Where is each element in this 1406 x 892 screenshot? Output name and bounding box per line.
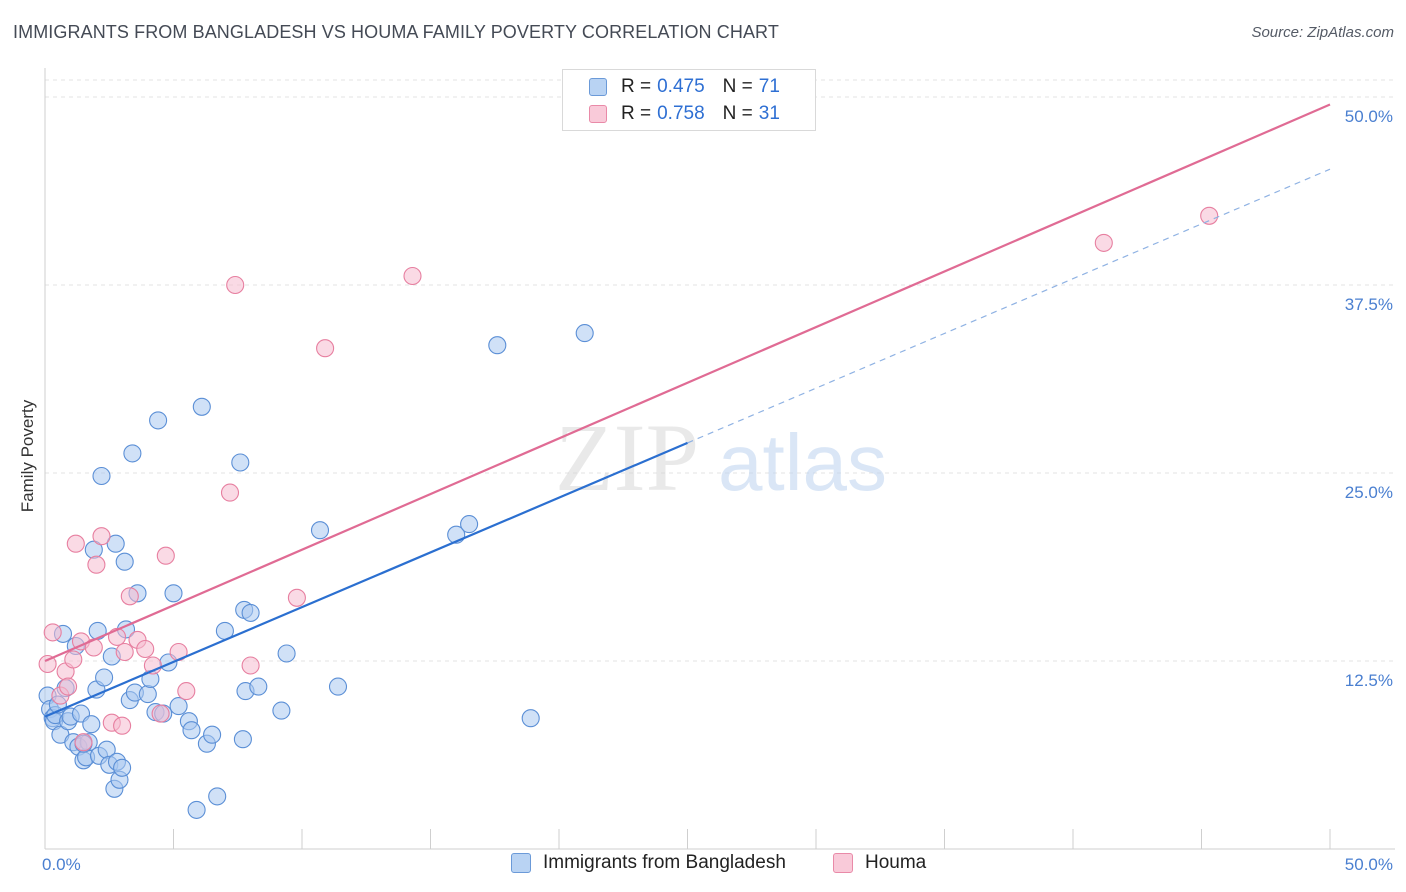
legend-label-houma: Houma: [865, 852, 927, 873]
data-point: [92, 466, 111, 486]
legend-row-bangladesh: R = 0.475 N = 71: [589, 75, 780, 99]
data-point: [287, 588, 306, 607]
data-point: [113, 716, 132, 735]
data-point: [92, 527, 111, 546]
data-point: [208, 787, 227, 806]
correlation-legend: R = 0.475 N = 71 R = 0.758 N = 31: [562, 69, 816, 131]
data-point: [74, 733, 93, 752]
data-point: [1094, 233, 1113, 252]
watermark: ZIP atlas: [555, 404, 887, 511]
y-tick-label: 25.0%: [1345, 483, 1393, 502]
data-point: [106, 534, 125, 553]
legend-n-value: 71: [758, 76, 780, 97]
series-houma-points: [38, 206, 1219, 752]
data-point: [115, 642, 134, 662]
data-point: [521, 709, 540, 728]
data-point: [233, 730, 252, 749]
legend-swatch-houma: [833, 853, 853, 873]
data-point: [403, 266, 422, 286]
series-bangladesh-points: [38, 324, 594, 819]
legend-r-value: 0.475: [657, 76, 705, 97]
data-point: [316, 339, 335, 358]
data-point: [123, 444, 142, 463]
data-point: [1200, 206, 1219, 225]
data-point: [66, 534, 85, 553]
legend-item-houma[interactable]: Houma: [833, 852, 926, 874]
data-point: [575, 324, 594, 343]
data-point: [156, 546, 175, 565]
data-point: [88, 621, 107, 640]
tick-labels: 12.5% 25.0% 37.5% 50.0% 0.0% 50.0%: [42, 107, 1393, 874]
data-point: [64, 650, 83, 669]
data-point: [187, 800, 206, 819]
trend-line-bangladesh-extrapolated: [687, 168, 1331, 444]
data-point: [203, 725, 222, 744]
legend-label-bangladesh: Immigrants from Bangladesh: [543, 852, 786, 873]
data-point: [226, 275, 245, 295]
watermark-atlas: atlas: [718, 418, 887, 507]
axes: [44, 68, 1395, 850]
data-point: [82, 715, 101, 734]
trend-line-bangladesh: [44, 441, 688, 718]
legend-row-houma: R = 0.758 N = 31: [589, 102, 780, 126]
data-point: [231, 453, 250, 472]
data-point: [241, 603, 260, 622]
y-tick-label: 50.0%: [1345, 107, 1393, 126]
data-point: [87, 555, 106, 574]
x-tick-label: 0.0%: [42, 855, 81, 874]
data-point: [272, 701, 291, 720]
data-point: [120, 587, 139, 606]
data-point: [151, 704, 170, 723]
data-point: [310, 521, 330, 540]
legend-n-label: N =: [722, 103, 753, 124]
data-point: [277, 644, 296, 663]
data-point: [38, 654, 57, 674]
data-point: [177, 682, 196, 701]
data-point: [460, 515, 479, 534]
data-point: [138, 685, 157, 704]
series-legend: Immigrants from Bangladesh Houma: [0, 852, 1406, 876]
x-tick-label: 50.0%: [1345, 855, 1393, 874]
legend-r-label: R =: [621, 103, 652, 124]
legend-swatch-bangladesh: [511, 853, 531, 873]
data-point: [149, 411, 168, 430]
data-point: [164, 584, 183, 603]
y-tick-label: 37.5%: [1345, 295, 1393, 314]
legend-item-bangladesh[interactable]: Immigrants from Bangladesh: [511, 852, 786, 874]
data-point: [115, 552, 134, 571]
data-point: [113, 758, 132, 777]
legend-r-value: 0.758: [657, 103, 705, 124]
watermark-zip: ZIP: [555, 404, 699, 511]
legend-n-label: N =: [722, 76, 753, 97]
data-point: [169, 697, 188, 716]
data-point: [488, 336, 507, 355]
data-point: [136, 639, 155, 659]
chart-source: Source: ZipAtlas.com: [1251, 24, 1394, 41]
data-point: [182, 721, 201, 740]
data-point: [249, 677, 268, 696]
trend-lines: [44, 103, 1331, 718]
data-point: [43, 623, 62, 642]
data-point: [328, 677, 348, 696]
data-point: [192, 397, 211, 416]
legend-n-value: 31: [758, 103, 780, 124]
legend-swatch-pink: [589, 105, 607, 123]
data-point: [95, 668, 114, 687]
data-point: [59, 677, 78, 696]
legend-r-label: R =: [621, 76, 652, 97]
trend-line-houma: [44, 103, 1331, 663]
data-point: [241, 656, 260, 675]
data-point: [220, 483, 240, 502]
legend-swatch-blue: [589, 78, 607, 96]
y-tick-label: 12.5%: [1345, 671, 1393, 690]
chart-title: IMMIGRANTS FROM BANGLADESH VS HOUMA FAMI…: [13, 22, 779, 42]
